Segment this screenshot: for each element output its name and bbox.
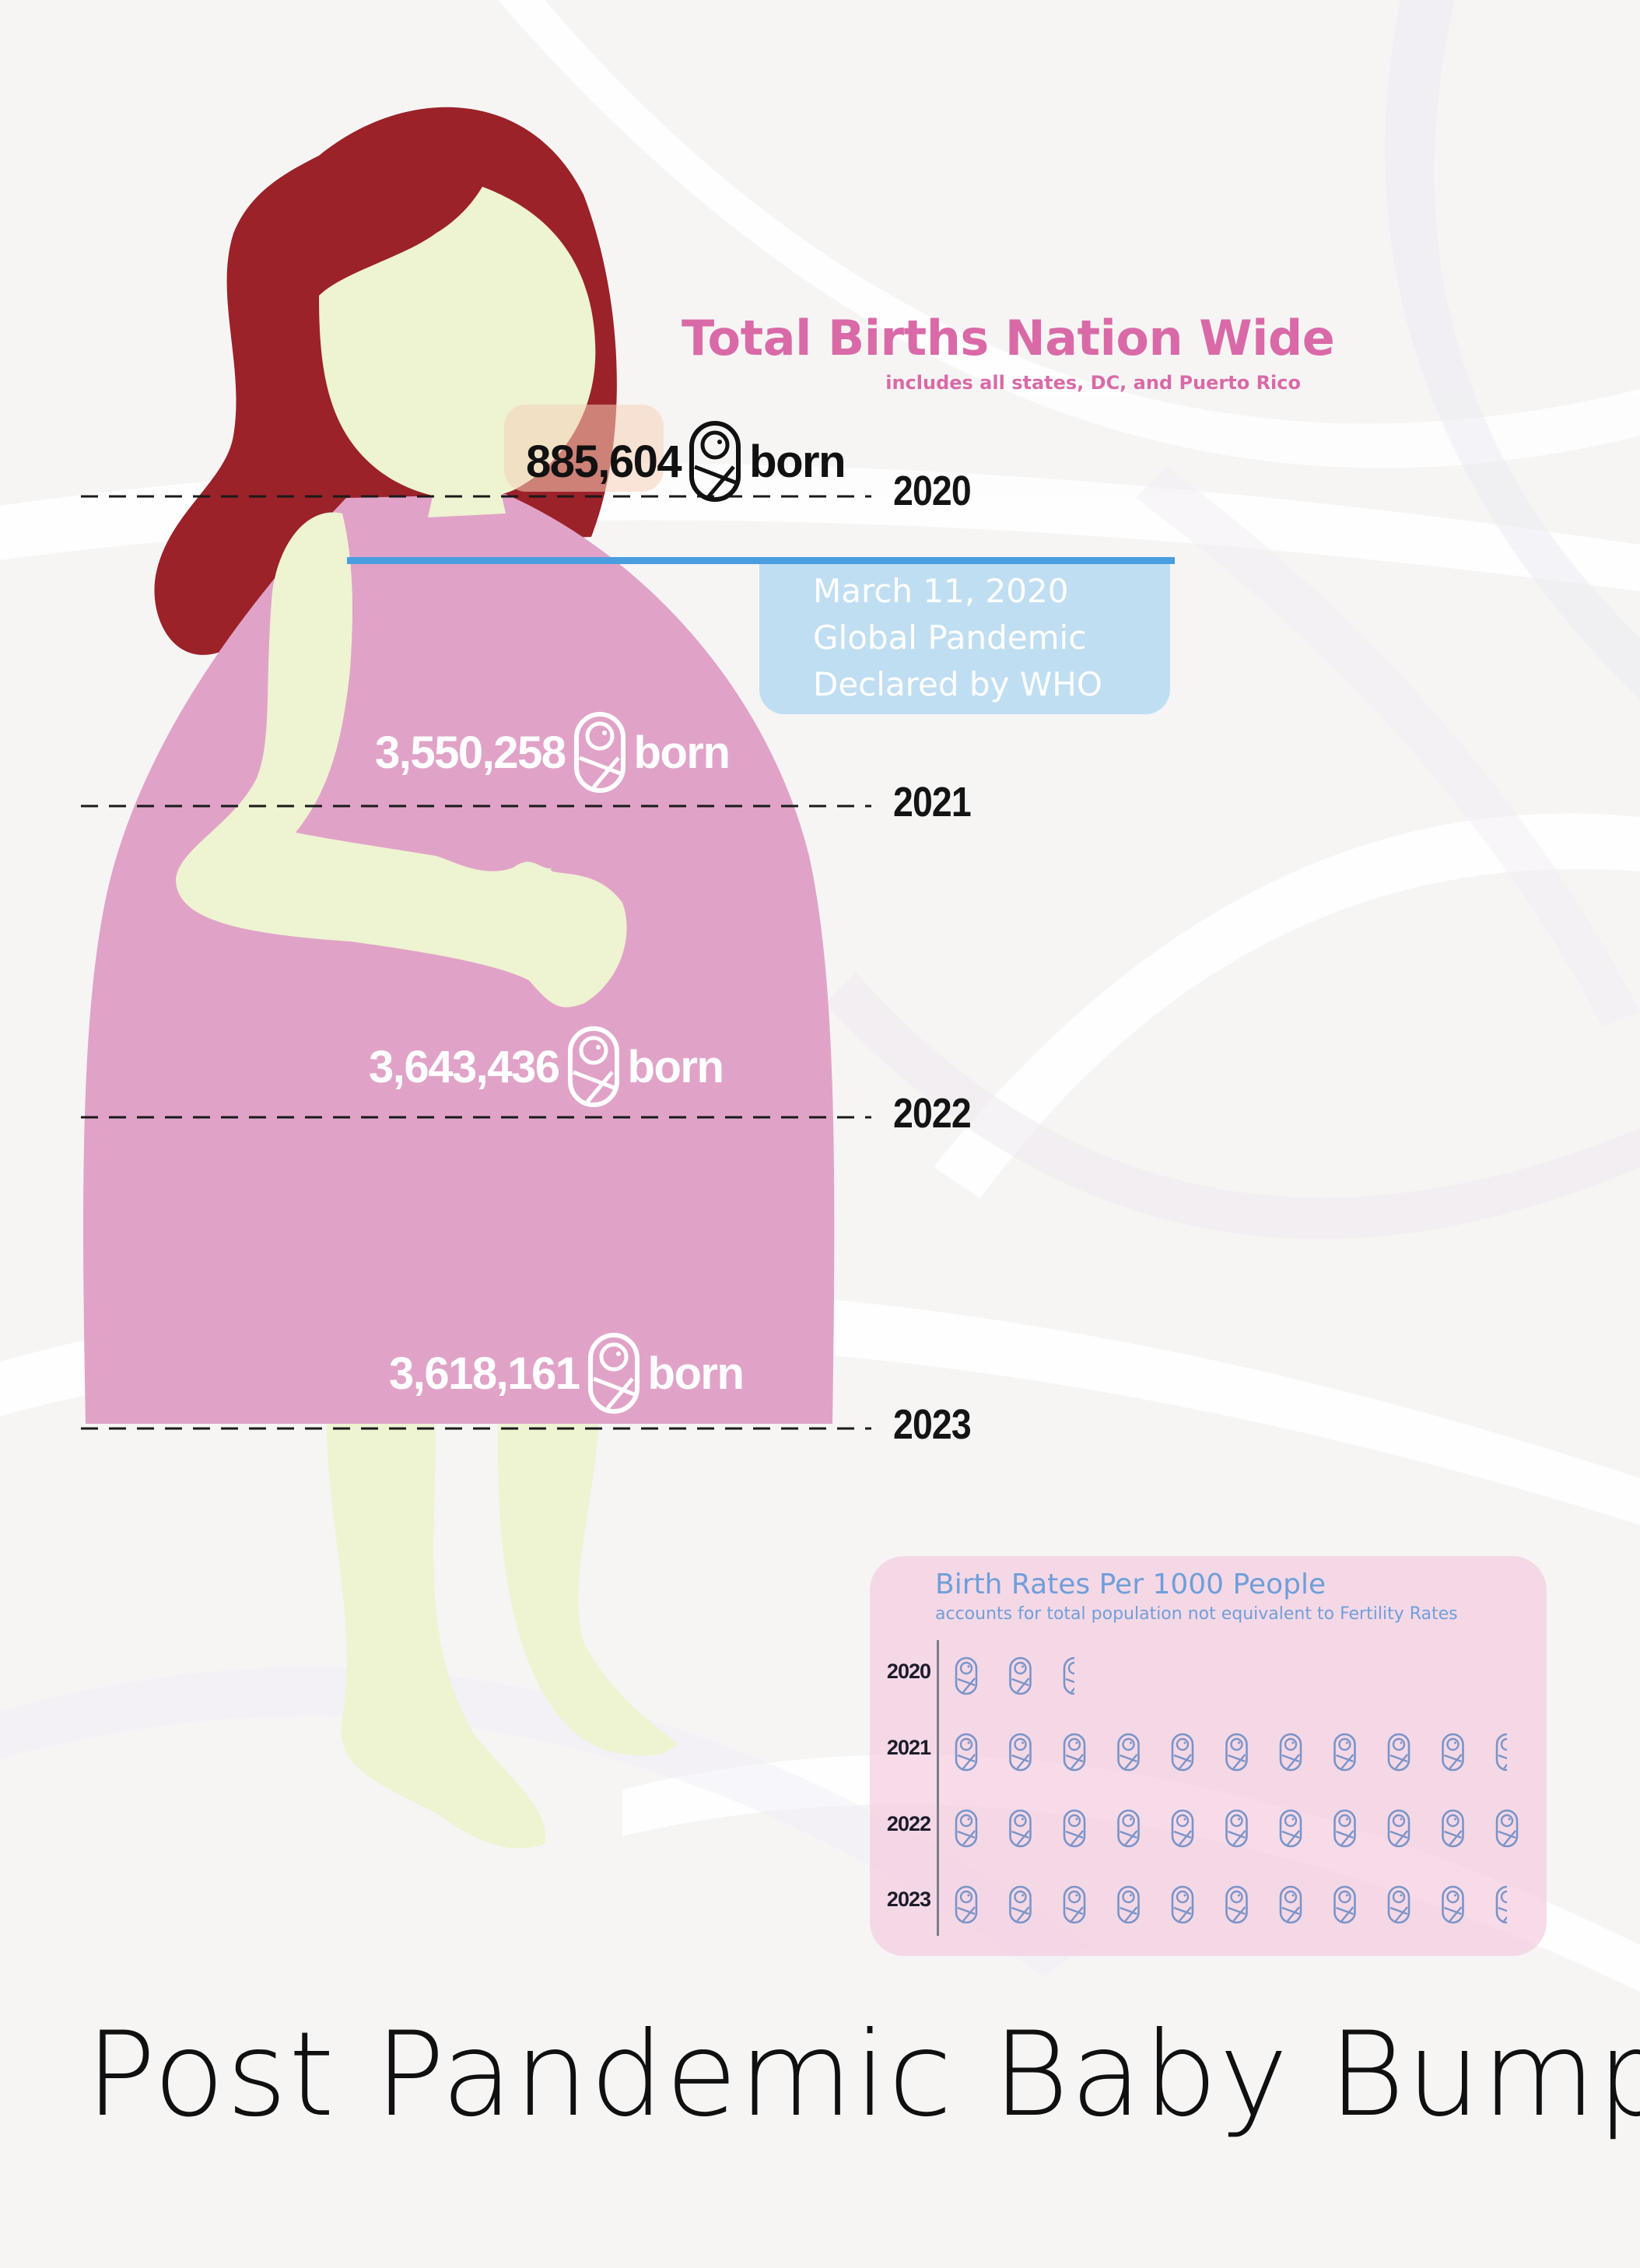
- swaddled-baby-icon: [1117, 1885, 1140, 1924]
- swaddled-baby-icon: [1225, 1885, 1248, 1924]
- swaddled-baby-icon: [1063, 1733, 1086, 1772]
- birth-count-2022: 3,643,436 born: [369, 1024, 724, 1109]
- rate-year-2023: 2023: [886, 1888, 931, 1911]
- swaddled-baby-icon: [1063, 1885, 1086, 1924]
- pandemic-note-text: March 11, 2020 Global Pandemic Declared …: [813, 568, 1171, 708]
- poster-title: Post Pandemic Baby Bump: [86, 2007, 1640, 2143]
- swaddled-baby-icon: [1495, 1809, 1519, 1848]
- total-births-title: Total Births Nation Wide: [682, 310, 1335, 366]
- face-label-highlight: [504, 405, 664, 492]
- year-label-2020: 2020: [893, 468, 972, 514]
- birth-count-value: 3,618,161: [389, 1348, 580, 1399]
- birth-count-2021: 3,550,258 born: [375, 710, 731, 795]
- swaddled-baby-icon: [955, 1809, 978, 1848]
- born-label: born: [627, 1041, 724, 1092]
- swaddled-baby-icon: [1442, 1809, 1464, 1848]
- pandemic-note-date: March 11, 2020: [813, 572, 1069, 610]
- swaddled-baby-icon: [1442, 1885, 1464, 1924]
- swaddled-baby-icon: [1279, 1809, 1302, 1848]
- born-label: born: [749, 436, 846, 487]
- pandemic-note-source: Declared by WHO: [813, 665, 1102, 703]
- swaddled-baby-icon: [1063, 1809, 1086, 1848]
- swaddled-baby-icon: [1387, 1733, 1410, 1772]
- swaddled-baby-icon: [1333, 1885, 1356, 1924]
- swaddled-baby-icon: [1171, 1885, 1194, 1924]
- born-label: born: [647, 1348, 745, 1399]
- swaddled-baby-icon: [955, 1733, 978, 1772]
- swaddled-baby-icon: [1442, 1733, 1464, 1772]
- rate-year-2021: 2021: [886, 1736, 931, 1759]
- swaddled-baby-icon: [1009, 1733, 1032, 1772]
- swaddled-baby-icon: [1387, 1809, 1410, 1848]
- birth-count-value: 3,643,436: [369, 1041, 560, 1092]
- rate-year-2020: 2020: [886, 1660, 931, 1683]
- pandemic-note-box: [759, 562, 1170, 714]
- birth-count-value: 885,604: [526, 436, 682, 487]
- swaddled-baby-icon: [1387, 1885, 1410, 1924]
- swaddled-baby-icon: [1171, 1733, 1194, 1772]
- year-label-2022: 2022: [893, 1090, 972, 1137]
- swaddled-baby-icon: [1279, 1885, 1302, 1924]
- year-label-2021: 2021: [893, 779, 972, 826]
- swaddled-baby-icon: [1171, 1809, 1194, 1848]
- swaddled-baby-icon: [1117, 1809, 1140, 1848]
- rate-year-2022: 2022: [886, 1812, 931, 1835]
- born-label: born: [633, 727, 731, 778]
- year-label-2023: 2023: [893, 1401, 972, 1448]
- birth-rates-panel: [870, 1556, 1547, 1956]
- swaddled-baby-icon: [1009, 1809, 1032, 1848]
- swaddled-baby-icon: [1495, 1885, 1507, 1924]
- woman-arm: [176, 512, 627, 1008]
- birth-count-2020: 885,604 born: [526, 419, 846, 504]
- swaddled-baby-icon: [955, 1885, 978, 1924]
- birth-rates-axis: [937, 1640, 939, 1936]
- swaddled-baby-icon: [1009, 1656, 1032, 1695]
- swaddled-baby-icon: [1225, 1733, 1248, 1772]
- birth-rates-title: Birth Rates Per 1000 People: [935, 1569, 1326, 1600]
- swaddled-baby-icon: [1063, 1656, 1074, 1695]
- birth-count-2023: 3,618,161 born: [389, 1330, 745, 1416]
- swaddled-baby-icon: [1333, 1733, 1356, 1772]
- swaddled-baby-icon: [955, 1656, 978, 1695]
- woman-legs: [327, 1424, 677, 1849]
- swaddled-baby-icon: [1279, 1733, 1302, 1772]
- birth-count-value: 3,550,258: [375, 727, 566, 778]
- total-births-subtitle: includes all states, DC, and Puerto Rico: [885, 372, 1301, 394]
- pandemic-note-event: Global Pandemic: [813, 619, 1087, 657]
- swaddled-baby-icon: [1225, 1809, 1248, 1848]
- swaddled-baby-icon: [1117, 1733, 1140, 1772]
- swaddled-baby-icon: [1333, 1809, 1356, 1848]
- pandemic-marker-line: [347, 557, 1175, 564]
- swaddled-baby-icon: [1009, 1885, 1032, 1924]
- birth-rates-subtitle: accounts for total population not equiva…: [935, 1604, 1458, 1624]
- swaddled-baby-icon: [1495, 1733, 1507, 1772]
